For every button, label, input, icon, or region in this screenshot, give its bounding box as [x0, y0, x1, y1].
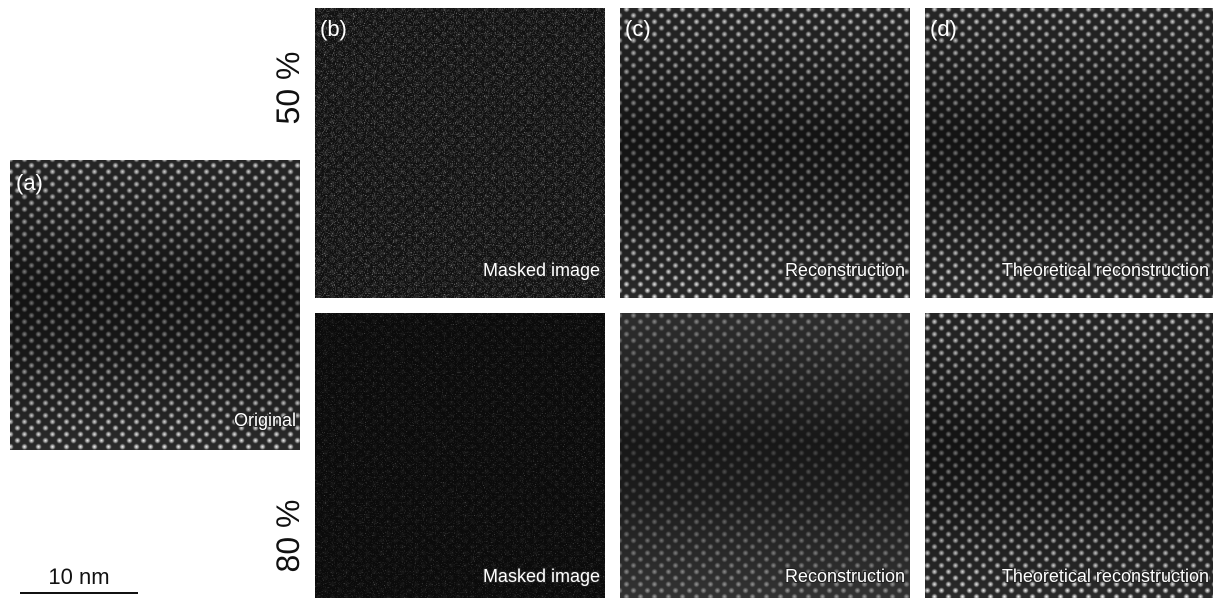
panel-reconstruction: Reconstruction	[620, 313, 910, 598]
scale-bar: 10 nm	[20, 564, 138, 593]
figure: (a) Original (b) Masked image (c) Recons…	[0, 0, 1215, 598]
row-label: 80 %	[270, 500, 306, 573]
panel-original: (a) Original	[10, 160, 300, 450]
panel-caption: Theoretical reconstruction	[1002, 260, 1209, 280]
panel-label: (d)	[930, 16, 957, 41]
panel-caption: Masked image	[483, 260, 600, 280]
panel-caption: Reconstruction	[785, 566, 905, 586]
scale-bar-label: 10 nm	[48, 564, 109, 589]
panel-caption: Masked image	[483, 566, 600, 586]
panel-reconstruction: (c) Reconstruction	[620, 8, 910, 298]
panel-caption: Original	[234, 410, 296, 430]
panel-masked: Masked image	[315, 313, 605, 598]
panel-label: (c)	[625, 16, 651, 41]
panel-theoretical: (d) Theoretical reconstruction	[925, 8, 1213, 298]
panel-theoretical: Theoretical reconstruction	[925, 313, 1213, 598]
panel-label: (a)	[16, 170, 43, 195]
panel-caption: Reconstruction	[785, 260, 905, 280]
row-label: 50 %	[270, 52, 306, 125]
panel-label: (b)	[320, 16, 347, 41]
panel-masked: (b) Masked image	[315, 8, 605, 298]
panel-caption: Theoretical reconstruction	[1002, 566, 1209, 586]
